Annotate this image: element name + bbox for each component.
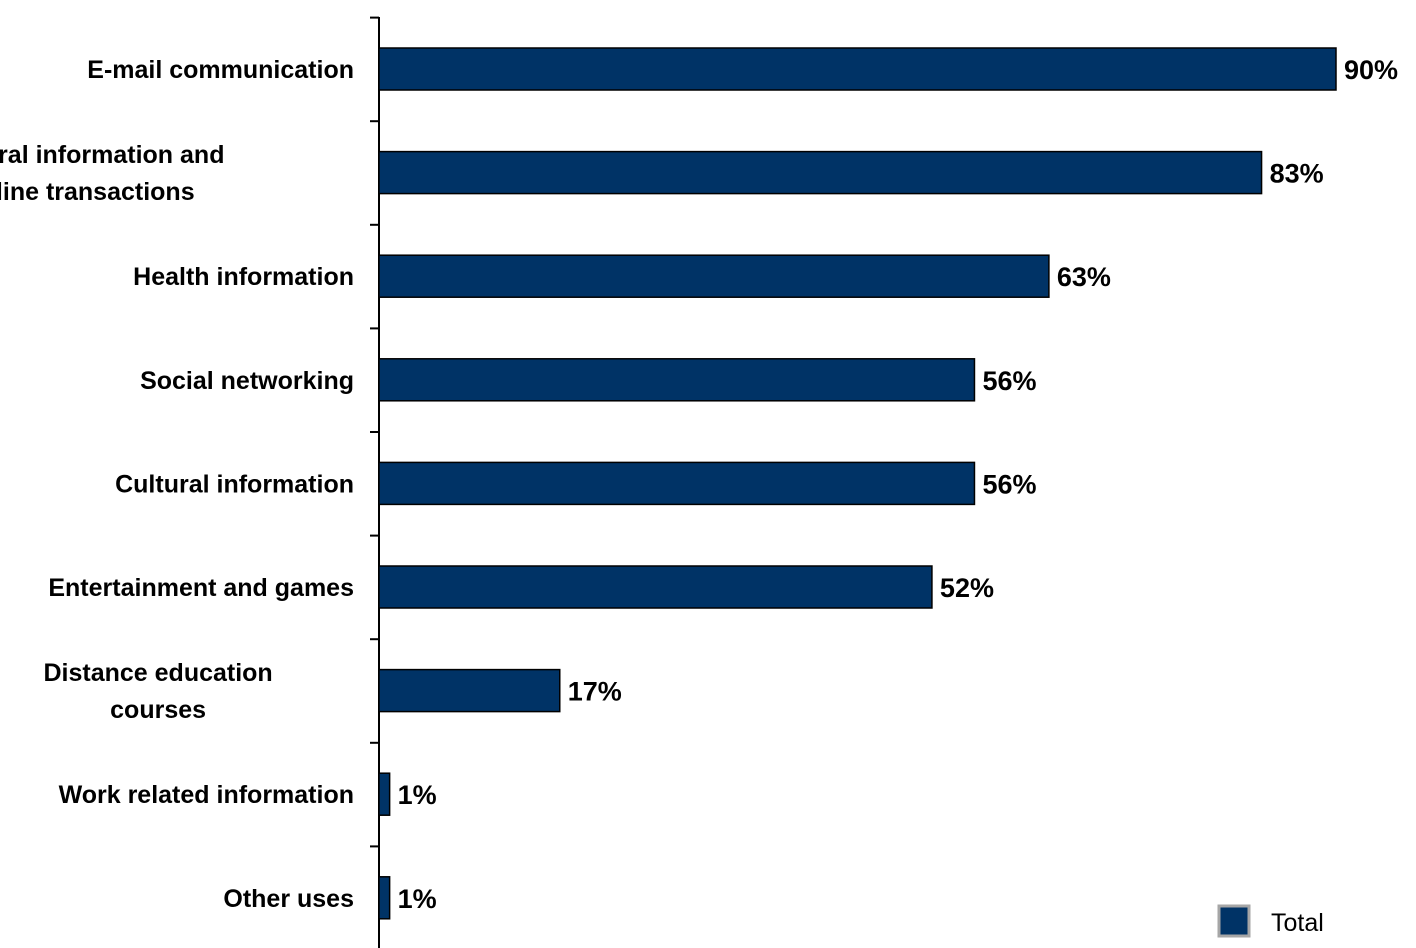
legend-label-total: Total <box>1271 909 1324 937</box>
category-label-line: General information and <box>0 141 224 169</box>
category-label-line: Entertainment and games <box>48 574 354 602</box>
category-label: Social networking <box>140 367 354 395</box>
bar <box>378 461 976 506</box>
value-label: 52% <box>940 573 994 603</box>
category-label-line: E-mail communication <box>87 56 354 84</box>
value-label: 90% <box>1344 55 1398 85</box>
value-labels: 90% 83% 63% 56% 56% 52% 17% 1% 1% <box>398 55 1398 914</box>
category-label: General information and online transactio… <box>0 141 224 206</box>
category-label: Other uses <box>223 885 354 913</box>
legend: Total <box>1217 904 1324 938</box>
category-label: Entertainment and games <box>48 574 354 602</box>
category-label-line: Social networking <box>140 367 354 395</box>
value-label: 83% <box>1270 159 1324 189</box>
value-label: 1% <box>398 884 437 914</box>
category-label-line: Work related information <box>59 781 354 809</box>
value-label: 63% <box>1057 262 1111 292</box>
value-label: 56% <box>982 469 1036 499</box>
legend-swatch <box>1217 904 1251 938</box>
value-label: 56% <box>982 366 1036 396</box>
category-label-line: Distance education <box>43 659 272 687</box>
category-label-line: online transactions <box>0 178 195 206</box>
category-label-line: courses <box>110 696 206 724</box>
category-label-line: Cultural information <box>115 470 354 498</box>
bar <box>378 565 933 609</box>
category-label-line: Other uses <box>223 885 354 913</box>
category-label: Distance education courses <box>43 659 272 724</box>
bars <box>378 47 1337 920</box>
category-label: Cultural information <box>115 470 354 498</box>
bar <box>378 150 1263 195</box>
category-label-line: Health information <box>133 263 354 291</box>
category-label: E-mail communication <box>87 56 354 84</box>
bar <box>378 358 976 402</box>
bar <box>378 47 1337 91</box>
bar <box>378 668 561 713</box>
value-label: 17% <box>568 677 622 707</box>
bar <box>378 254 1050 298</box>
value-label: 1% <box>398 780 437 810</box>
category-label: Health information <box>133 263 354 291</box>
bar <box>378 772 391 816</box>
bar <box>378 876 391 920</box>
y-axis <box>370 16 380 948</box>
category-labels: E-mail communication General information … <box>0 56 354 913</box>
category-label: Work related information <box>59 781 354 809</box>
